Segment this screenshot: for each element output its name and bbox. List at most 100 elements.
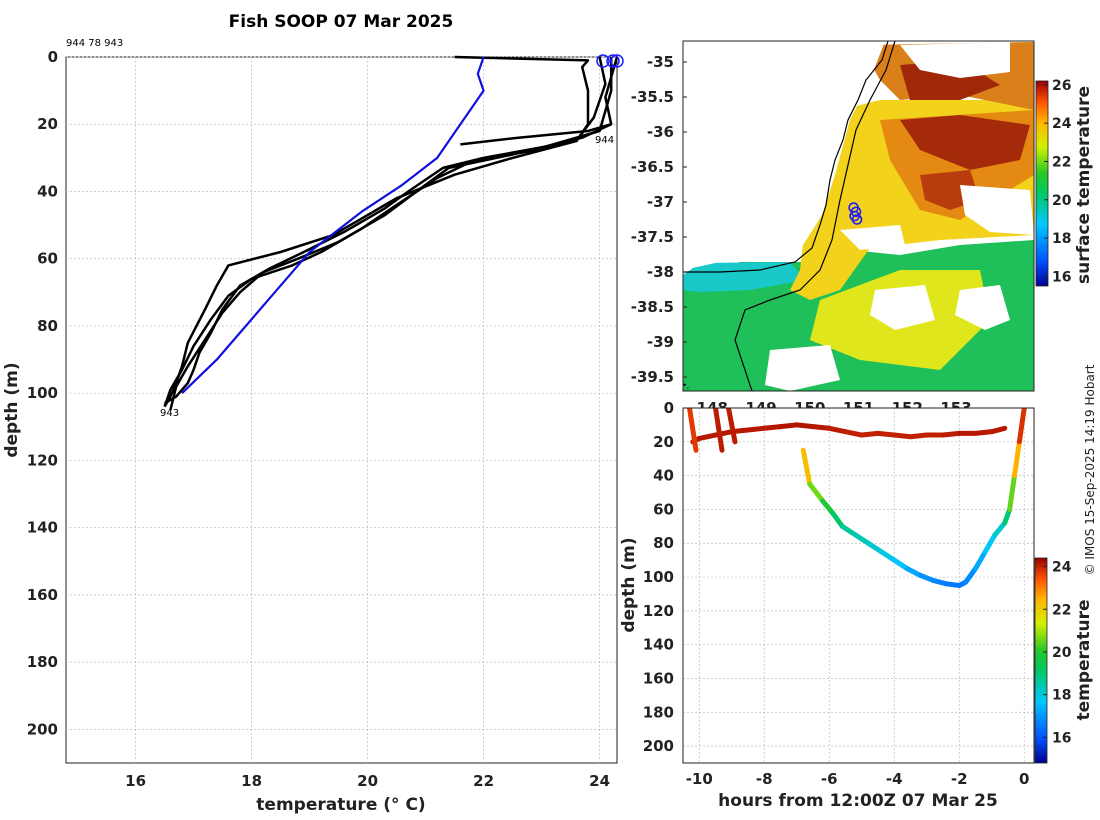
profile-line-profile-5-short (460, 123, 612, 146)
section-track-segment-deep-dive (839, 523, 858, 538)
section-track-segment-surface-drift (891, 432, 913, 440)
section-track-segment-surface-drift (940, 430, 962, 438)
section-ytick-label: 60 (653, 500, 674, 518)
sst-colorbar-tick-label: 16 (1052, 269, 1071, 285)
section-xtick-label: -8 (756, 770, 773, 788)
temp-colorbar-tick-label: 16 (1052, 730, 1071, 746)
profile-line-model-profile (181, 56, 485, 394)
section-track-segment-deep-dive (973, 549, 988, 572)
section-track-segment-deep-dive (1007, 473, 1017, 512)
profile-series (163, 55, 619, 411)
map-field (683, 41, 1034, 391)
start-marker (596, 54, 610, 68)
section-track-segment-deep-dive (865, 540, 884, 555)
section-xtick-label: 0 (1019, 770, 1029, 788)
profile-line-profile-2 (163, 56, 607, 405)
section-track-segment-surface-drift (843, 429, 865, 438)
profile-annotation-943: 943 (160, 408, 179, 419)
cloud-south (765, 345, 840, 391)
section-track-segment-deep-dive (800, 447, 813, 487)
profile-ylabel: depth (m) (2, 362, 22, 457)
profile-plot-area (65, 56, 618, 764)
map-lat-label: -36.5 (631, 158, 674, 176)
section-xtick-label: -2 (951, 770, 968, 788)
section-track-segment-dive-1 (687, 408, 699, 453)
section-ytick-label: 200 (643, 737, 674, 755)
profile-ytick-label: 40 (37, 182, 58, 200)
profile-xtick-label: 18 (241, 772, 262, 790)
temp-colorbar-label: temperature (1074, 599, 1094, 720)
profile-line-profile-4 (169, 56, 619, 411)
section-track-segment-surface-drift (908, 432, 930, 440)
temp-colorbar-tick-label: 22 (1052, 602, 1071, 618)
cloud-patch (870, 285, 935, 330)
temp-colorbar-tick-label: 18 (1052, 688, 1071, 704)
section-ytick-label: 120 (643, 602, 674, 620)
sst-colorbar-tick-label: 24 (1052, 116, 1072, 132)
profile-ytick-label: 200 (27, 720, 58, 738)
map-fish-positions (848, 202, 863, 225)
section-track-segment-surface-drift (745, 425, 767, 433)
profile-xtick-label: 24 (589, 772, 610, 790)
section-ylabel: depth (m) (619, 537, 639, 632)
map-lat-label: -38.5 (631, 298, 674, 316)
profile-xlabel: temperature (° C) (256, 795, 425, 815)
section-track-segment-surface-drift (778, 422, 800, 430)
section-track-segment-deep-dive (1016, 408, 1027, 445)
section-track-segment-deep-dive (820, 498, 835, 516)
section-ytick-label: 80 (653, 534, 674, 552)
section-track-segment-surface-drift (761, 424, 783, 431)
temp-colorbar-tick-label: 24 (1052, 560, 1072, 576)
profile-ytick-label: 180 (27, 653, 58, 671)
cloud-east (960, 185, 1034, 235)
profile-ytick-label: 60 (37, 250, 58, 268)
start-marker (610, 54, 624, 68)
map-lat-label: -37 (647, 193, 674, 211)
cloud-patch-2 (955, 285, 1010, 330)
profile-ytick-label: 100 (27, 384, 58, 402)
profile-chart: 16 18 20 22 24 0 20 40 60 80 100 120 140 160 180 200 94… (2, 38, 624, 815)
section-tracks (687, 408, 1027, 588)
figure-title: Fish SOOP 07 Mar 2025 (229, 12, 454, 32)
cloud-patch-3 (840, 225, 905, 250)
sst-hot-eddy (900, 115, 1030, 170)
map-lat-labels: -35 -35.5 -36 -36.5 -37 -37.5 -38 -38.5 -39 -39.5 (631, 53, 687, 386)
section-plot-area (683, 408, 1034, 763)
map-lat-label: -37.5 (631, 228, 674, 246)
cloud-north (900, 42, 1010, 78)
section-track-segment-deep-dive (992, 520, 1008, 538)
section-track-segment-deep-dive (1012, 439, 1022, 479)
section-ytick-label: 160 (643, 669, 674, 687)
profile-ytick-label: 20 (37, 115, 58, 133)
section-track-segment-dive-2 (713, 408, 725, 453)
temp-colorbar-ticks: 16 18 20 22 24 (1043, 560, 1072, 746)
profile-xtick-label: 22 (473, 772, 494, 790)
temp-colorbar-tick-label: 20 (1052, 645, 1072, 661)
section-ytick-label: 180 (643, 703, 674, 721)
section-track-segment-surface-drift (810, 424, 832, 431)
sst-bass-strait-cyan (683, 262, 805, 292)
section-track-segment-surface-drift (875, 430, 897, 438)
section-track-segment-deep-dive (830, 510, 845, 529)
section-frame (682, 407, 1035, 764)
section-xtick-label: -10 (686, 770, 713, 788)
section-ytick-label: 140 (643, 636, 674, 654)
shelf-edge-contour (734, 41, 896, 391)
section-ytick-label: 20 (653, 433, 674, 451)
section-ytick-label: 0 (664, 399, 674, 417)
map-frame (682, 40, 1035, 392)
section-track-segment-deep-dive (982, 532, 998, 555)
section-track-segment-surface-drift (973, 429, 995, 436)
section-track-segment-surface-drift (859, 430, 881, 438)
section-ytick-label: 100 (643, 568, 674, 586)
profile-annotation-top: 944 78 943 (66, 38, 123, 49)
section-tick-labels: -10 -8 -6 -4 -2 0 0 20 40 60 80 100 120 140 160 180 200 (643, 399, 1030, 788)
start-marker (606, 54, 620, 68)
sst-colorbar-tick-label: 22 (1052, 154, 1071, 170)
sst-colorbar-tick-label: 26 (1052, 78, 1071, 94)
profile-tick-labels: 16 18 20 22 24 0 20 40 60 80 100 120 140 160 180 200 (27, 48, 610, 790)
profile-annotation-944: 944 (595, 135, 614, 146)
section-xtick-label: -4 (886, 770, 903, 788)
section-track-segment-surface-drift (826, 425, 848, 435)
map-lat-label: -39.5 (631, 368, 674, 386)
